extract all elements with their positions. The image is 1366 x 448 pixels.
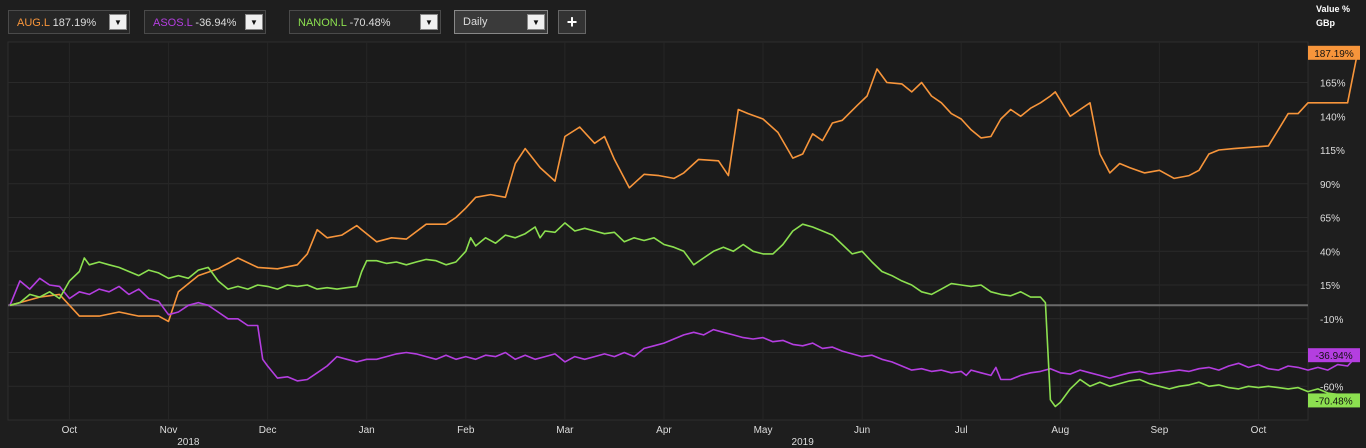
last-value-label: -36.94% — [1315, 351, 1352, 362]
symbol-value: -70.48% — [349, 17, 391, 29]
x-tick-label: Oct — [1251, 425, 1267, 436]
y-tick-label: -10% — [1320, 315, 1343, 326]
last-value-label: -70.48% — [1315, 396, 1352, 407]
symbol-ticker: AUG.L — [17, 17, 50, 29]
y-tick-label: 90% — [1320, 180, 1340, 191]
x-tick-label: Jul — [955, 425, 968, 436]
y-tick-label: 115% — [1320, 146, 1345, 157]
y-axis-unit: GBp — [1316, 18, 1336, 28]
x-tick-label: Mar — [556, 425, 574, 436]
x-tick-label: Nov — [160, 425, 178, 436]
last-value-tag — [1308, 348, 1360, 363]
chevron-down-icon[interactable]: ▼ — [109, 14, 127, 30]
last-value-tag — [1308, 45, 1360, 60]
y-axis-title: Value % — [1316, 4, 1350, 14]
symbol-chip-aug[interactable]: AUG.L 187.19% ▼ — [8, 10, 130, 34]
last-value-tag — [1308, 393, 1360, 408]
chevron-down-icon[interactable]: ▼ — [420, 14, 438, 30]
x-year-label: 2018 — [177, 437, 200, 448]
last-value-label: 187.19% — [1314, 49, 1354, 60]
symbol-value: 187.19% — [52, 17, 97, 29]
symbol-ticker: NANON.L — [298, 17, 347, 29]
chevron-down-icon[interactable]: ▼ — [527, 14, 545, 30]
series-line-aug-l — [9, 52, 1359, 323]
x-year-label: 2019 — [792, 437, 815, 448]
x-tick-label: Aug — [1051, 425, 1069, 436]
chevron-down-icon[interactable]: ▼ — [245, 14, 263, 30]
plot-area — [7, 41, 1309, 421]
x-tick-label: Jun — [854, 425, 870, 436]
y-tick-label: 165% — [1320, 79, 1346, 90]
y-tick-label: 65% — [1320, 214, 1340, 225]
x-tick-label: Jan — [359, 425, 375, 436]
x-tick-label: Apr — [656, 425, 672, 436]
x-tick-label: Oct — [62, 425, 78, 436]
x-tick-label: May — [754, 425, 773, 436]
symbol-value: -36.94% — [195, 17, 237, 29]
x-tick-label: Dec — [259, 425, 277, 436]
symbol-chip-nanon[interactable]: NANON.L -70.48% ▼ — [289, 10, 441, 34]
symbol-ticker: ASOS.L — [153, 17, 193, 29]
y-tick-label: 15% — [1320, 281, 1340, 292]
y-tick-label: 40% — [1320, 247, 1340, 258]
y-tick-label: -60% — [1320, 382, 1343, 393]
interval-select[interactable]: Daily ▼ — [454, 10, 548, 34]
x-tick-label: Sep — [1150, 425, 1168, 436]
y-tick-label: 140% — [1320, 112, 1346, 123]
interval-select-value: Daily — [463, 16, 488, 28]
series-line-nanon-l — [9, 222, 1358, 408]
add-symbol-button[interactable]: + — [558, 10, 586, 34]
series-line-asos-l — [9, 277, 1359, 382]
symbol-chip-asos[interactable]: ASOS.L -36.94% ▼ — [144, 10, 266, 34]
x-tick-label: Feb — [457, 425, 475, 436]
